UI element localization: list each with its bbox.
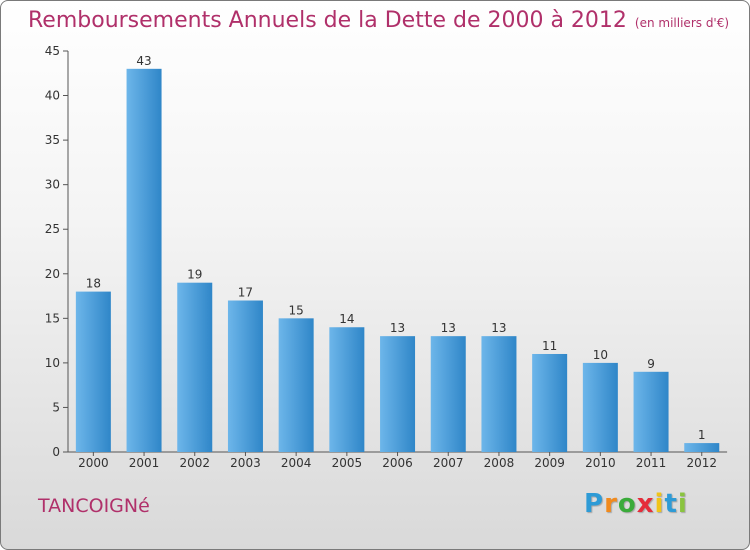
- bar-value-label: 11: [542, 339, 557, 353]
- logo-letter: o: [617, 489, 637, 519]
- chart-unit: (en milliers d'€): [634, 16, 730, 30]
- x-tick-label: 2001: [129, 456, 160, 470]
- bar-value-label: 13: [390, 321, 405, 335]
- x-tick-label: 2012: [686, 456, 717, 470]
- logo-letter: r: [604, 489, 618, 519]
- x-tick-label: 2006: [382, 456, 413, 470]
- bar-value-label: 43: [136, 54, 151, 68]
- y-tick-label: 40: [45, 89, 60, 103]
- x-tick-label: 2004: [281, 456, 312, 470]
- x-tick-label: 2009: [534, 456, 565, 470]
- y-tick-label: 10: [45, 356, 60, 370]
- chart-title-text: Remboursements Annuels de la Dette de 20…: [28, 8, 627, 33]
- x-tick-label: 2002: [179, 456, 210, 470]
- logo-letter: t: [664, 489, 678, 519]
- bar: [481, 336, 517, 452]
- proxiti-logo: Proxiti: [584, 489, 688, 519]
- commune-name: TANCOIGNé: [38, 495, 150, 517]
- bar-value-label: 17: [238, 286, 253, 300]
- bar: [684, 443, 720, 452]
- logo-letter: i: [654, 489, 665, 519]
- bar: [430, 336, 466, 452]
- bar-value-label: 15: [289, 303, 304, 317]
- x-tick-label: 2010: [585, 456, 616, 470]
- y-tick-label: 45: [45, 44, 60, 58]
- logo-letter: P: [584, 489, 605, 519]
- bar: [177, 282, 213, 452]
- x-tick-label: 2011: [636, 456, 667, 470]
- x-tick-label: 2007: [433, 456, 464, 470]
- bar-value-label: 13: [441, 321, 456, 335]
- bar: [582, 362, 618, 452]
- y-tick-label: 15: [45, 311, 60, 325]
- chart-title: Remboursements Annuels de la Dette de 20…: [28, 8, 729, 33]
- bar-value-label: 13: [491, 321, 506, 335]
- bar-value-label: 14: [339, 312, 354, 326]
- y-tick-label: 30: [45, 178, 60, 192]
- y-tick-label: 5: [52, 400, 60, 414]
- x-tick-label: 2000: [78, 456, 109, 470]
- x-tick-label: 2008: [484, 456, 515, 470]
- x-tick-label: 2005: [332, 456, 363, 470]
- y-tick-label: 0: [52, 445, 60, 459]
- bar: [633, 371, 669, 452]
- x-tick-label: 2003: [230, 456, 261, 470]
- bar: [329, 327, 365, 452]
- bar-value-label: 9: [647, 357, 655, 371]
- bar: [278, 318, 314, 452]
- logo-letter: x: [636, 489, 655, 519]
- bar: [126, 68, 162, 453]
- bar: [227, 300, 263, 452]
- logo-letter: i: [677, 489, 688, 519]
- bar-value-label: 1: [698, 428, 706, 442]
- bar-value-label: 19: [187, 268, 202, 282]
- y-tick-label: 25: [45, 222, 60, 236]
- bar: [380, 336, 416, 452]
- bar-value-label: 10: [593, 348, 608, 362]
- y-tick-label: 35: [45, 133, 60, 147]
- y-tick-label: 20: [45, 267, 60, 281]
- bar: [75, 291, 111, 452]
- bar-value-label: 18: [86, 277, 101, 291]
- bar: [532, 353, 568, 452]
